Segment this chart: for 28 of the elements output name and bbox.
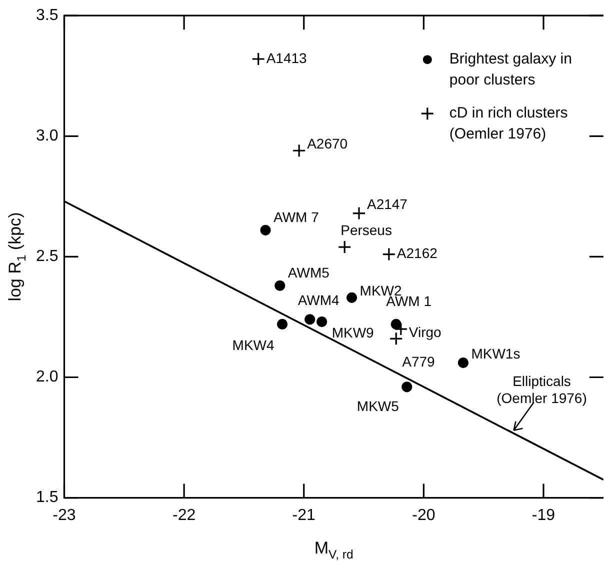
x-tick-label: -19	[532, 506, 556, 524]
y-tick-label: 1.5	[36, 489, 58, 506]
annotation: MKW5	[356, 398, 400, 414]
y-tick-label: 2.5	[36, 248, 58, 266]
annotation: A2670	[307, 135, 348, 152]
y-axis-title: log R1 (kpc)	[6, 212, 28, 302]
y-tick-label: 3.0	[36, 128, 58, 145]
legend-label: Brightest galaxy in poor clusters	[449, 50, 572, 89]
y-tick-label: 2.0	[36, 368, 58, 386]
annotation: Virgo	[408, 324, 442, 340]
annotation: A1413	[266, 50, 308, 66]
annotation: MKW4	[232, 337, 275, 354]
x-tick-label: -21	[292, 506, 316, 524]
annotation: Perseus	[340, 222, 392, 238]
annotation: AWM4	[298, 292, 340, 308]
annotation: MKW1s	[471, 346, 520, 362]
annotation: A2162	[396, 245, 438, 262]
annotation: A2147	[366, 196, 408, 212]
x-tick-label: -23	[52, 506, 76, 524]
x-tick-label: -22	[172, 506, 196, 524]
legend-label: cD in rich clusters (Oemler 1976)	[449, 104, 568, 143]
x-tick-label: -20	[412, 506, 436, 524]
y-tick-label: 3.5	[36, 7, 58, 24]
annotation: A779	[402, 354, 436, 370]
series-label: Ellipticals (Oemler 1976)	[496, 373, 587, 406]
annotation: AWM5	[288, 264, 330, 280]
annotation: MKW9	[332, 324, 374, 341]
annotation: AWM 7	[274, 209, 320, 226]
